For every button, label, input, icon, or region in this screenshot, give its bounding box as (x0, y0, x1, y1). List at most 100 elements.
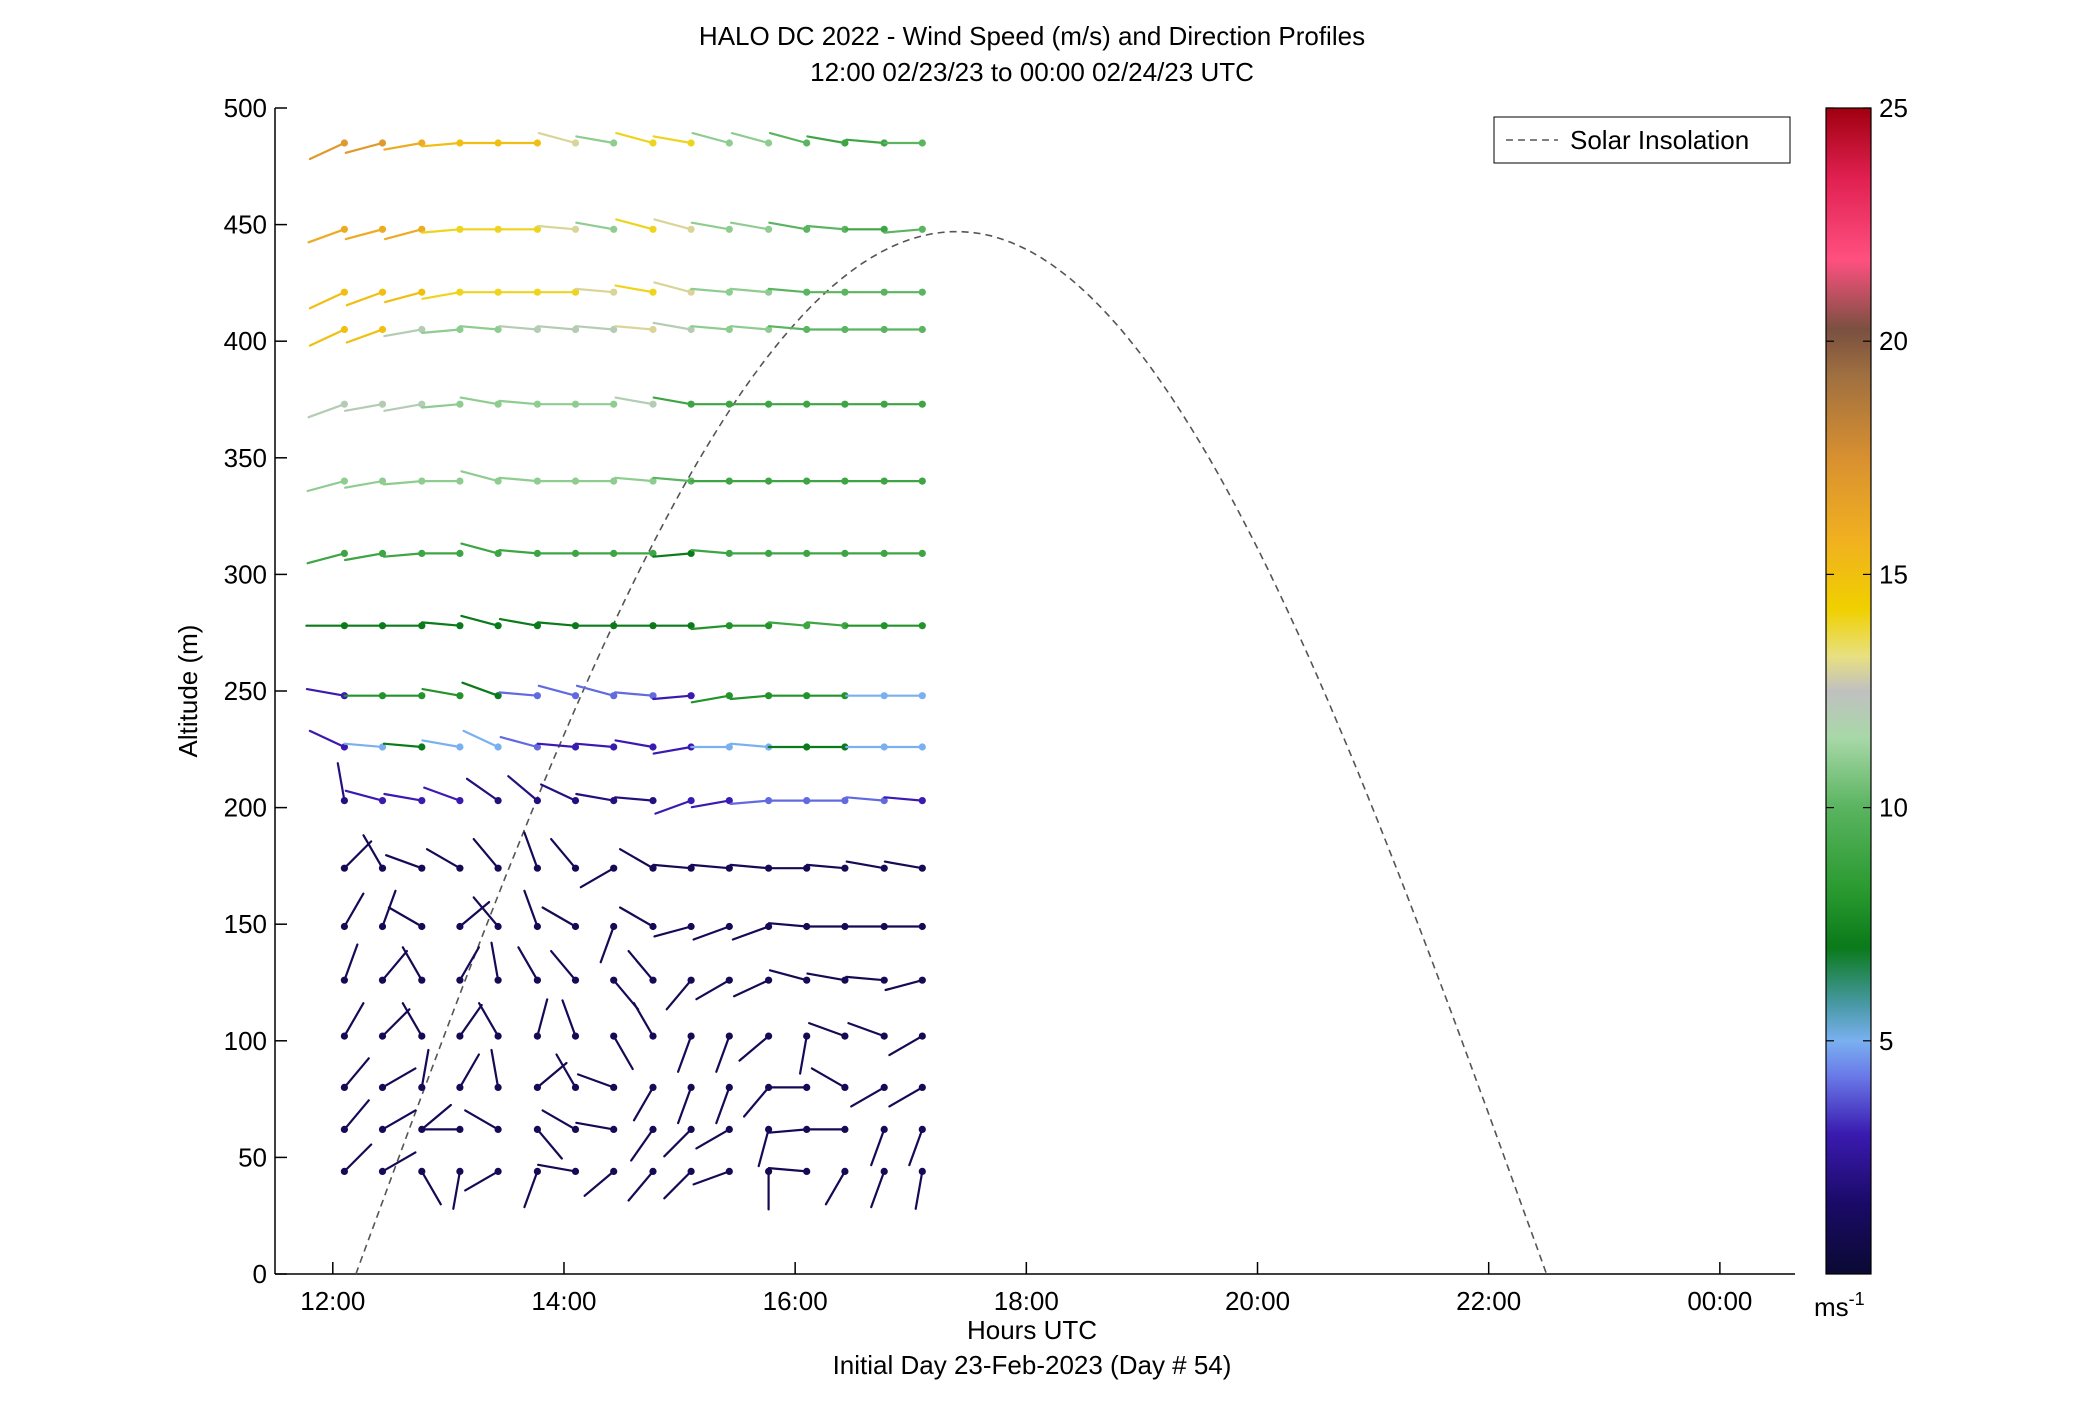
wind-barb-shaft (555, 1053, 577, 1089)
wind-barb (663, 1125, 695, 1158)
wind-barb (384, 288, 426, 304)
wind-barb-dot (456, 1083, 464, 1091)
wind-barb-dot (649, 288, 657, 296)
wind-barb-dot (649, 549, 657, 558)
wind-barb-shaft (614, 284, 655, 294)
wind-barb-dot (340, 225, 348, 233)
wind-barb (340, 943, 359, 984)
wind-barb-dot (610, 549, 618, 558)
wind-barb (340, 892, 365, 931)
wind-barb (805, 922, 849, 931)
wind-barb (908, 1125, 926, 1167)
wind-barb (549, 949, 580, 984)
chart-subtitle: 12:00 02/23/23 to 00:00 02/24/23 UTC (810, 57, 1254, 87)
wind-barb-shaft (472, 896, 500, 928)
wind-barb-dot (571, 692, 580, 700)
wind-barb (498, 476, 542, 485)
wind-barb (883, 549, 926, 558)
wind-barb (757, 1125, 773, 1168)
wind-barb (845, 549, 888, 558)
wind-barb (460, 470, 502, 485)
y-tick-label: 100 (224, 1026, 267, 1056)
wind-barb-shaft (561, 999, 577, 1038)
wind-barb-dot (649, 797, 657, 805)
wind-barb (845, 325, 888, 334)
wind-barb-dot (378, 1032, 387, 1040)
wind-barb (574, 549, 618, 558)
wind-barb-dot (841, 743, 849, 751)
wind-barb-dot (918, 797, 926, 805)
wind-barb (613, 325, 657, 334)
wind-barb-dot (880, 864, 888, 872)
wind-barb-dot (841, 1167, 849, 1175)
wind-barb-dot (340, 1125, 348, 1133)
wind-barb-dot (610, 1125, 618, 1133)
wind-barb-dot (725, 288, 733, 296)
wind-barb-shaft (652, 321, 693, 331)
wind-barb-dot (765, 622, 773, 630)
wind-barb-shaft (523, 1170, 539, 1209)
wind-barb-shaft (690, 548, 731, 555)
wind-barb (344, 400, 387, 412)
wind-barb-dot (494, 325, 502, 334)
wind-barb (613, 796, 657, 805)
wind-barb-shaft (676, 1034, 693, 1073)
wind-barb-dot (841, 400, 849, 408)
wind-barb (805, 400, 849, 408)
wind-barb-shaft (549, 837, 577, 870)
wind-barb (845, 692, 888, 700)
wind-barb-shaft (729, 799, 770, 806)
wind-barb-dot (610, 400, 618, 408)
wind-barb (420, 549, 464, 558)
wind-barb-dot (765, 922, 773, 931)
wind-barb (423, 786, 464, 805)
wind-barb-dot (533, 864, 542, 872)
wind-barb-dot (765, 976, 773, 984)
wind-barb-shaft (344, 141, 384, 154)
wind-barb (418, 1048, 430, 1091)
wind-barb-shaft (575, 221, 615, 231)
wind-barb-dot (918, 1083, 926, 1091)
wind-barb (464, 1167, 502, 1192)
wind-barb-shaft (757, 1128, 770, 1168)
wind-barb (767, 864, 811, 872)
wind-barb (888, 1083, 926, 1108)
wind-barb-dot (378, 922, 387, 931)
wind-barb (536, 621, 580, 630)
wind-barb (574, 477, 618, 485)
wind-barb-dot (687, 325, 695, 334)
wind-barb (382, 477, 426, 486)
wind-barb-dot (571, 743, 580, 751)
wind-barb (805, 325, 849, 334)
solar-insolation-curve (355, 230, 1548, 1275)
wind-barb (654, 797, 695, 815)
wind-barb (378, 1008, 411, 1040)
wind-barb-dot (803, 1032, 811, 1040)
x-axis-label-2: Initial Day 23-Feb-2023 (Day # 54) (833, 1350, 1232, 1380)
wind-barb-dot (610, 225, 618, 233)
wind-barb (690, 287, 733, 296)
wind-barb-dot (687, 1032, 695, 1040)
wind-barb-dot (456, 1032, 464, 1040)
wind-barb-dot (841, 622, 849, 630)
wind-barb (742, 1083, 773, 1118)
wind-barb (805, 692, 849, 700)
wind-barb-dot (649, 976, 657, 984)
wind-barb-dot (725, 549, 733, 558)
legend-label-solar: Solar Insolation (1570, 125, 1749, 155)
wind-barb-dot (418, 1167, 426, 1175)
wind-barb (695, 976, 733, 1001)
wind-barb-shaft (536, 1163, 577, 1173)
wind-barb (665, 976, 695, 1011)
wind-barb-shaft (768, 969, 808, 982)
wind-barb-shaft (381, 1008, 411, 1038)
wind-barb-dot (918, 976, 926, 984)
wind-barb-shaft (888, 1034, 924, 1057)
wind-barb (652, 321, 695, 334)
colorbar-ticks: 5 10 15 20 25 (1826, 93, 1908, 1056)
wind-barb (652, 476, 695, 485)
wind-barb (613, 549, 657, 558)
wind-barb (574, 400, 618, 408)
wind-barb-dot (918, 549, 926, 558)
wind-barb-shaft (665, 979, 693, 1011)
